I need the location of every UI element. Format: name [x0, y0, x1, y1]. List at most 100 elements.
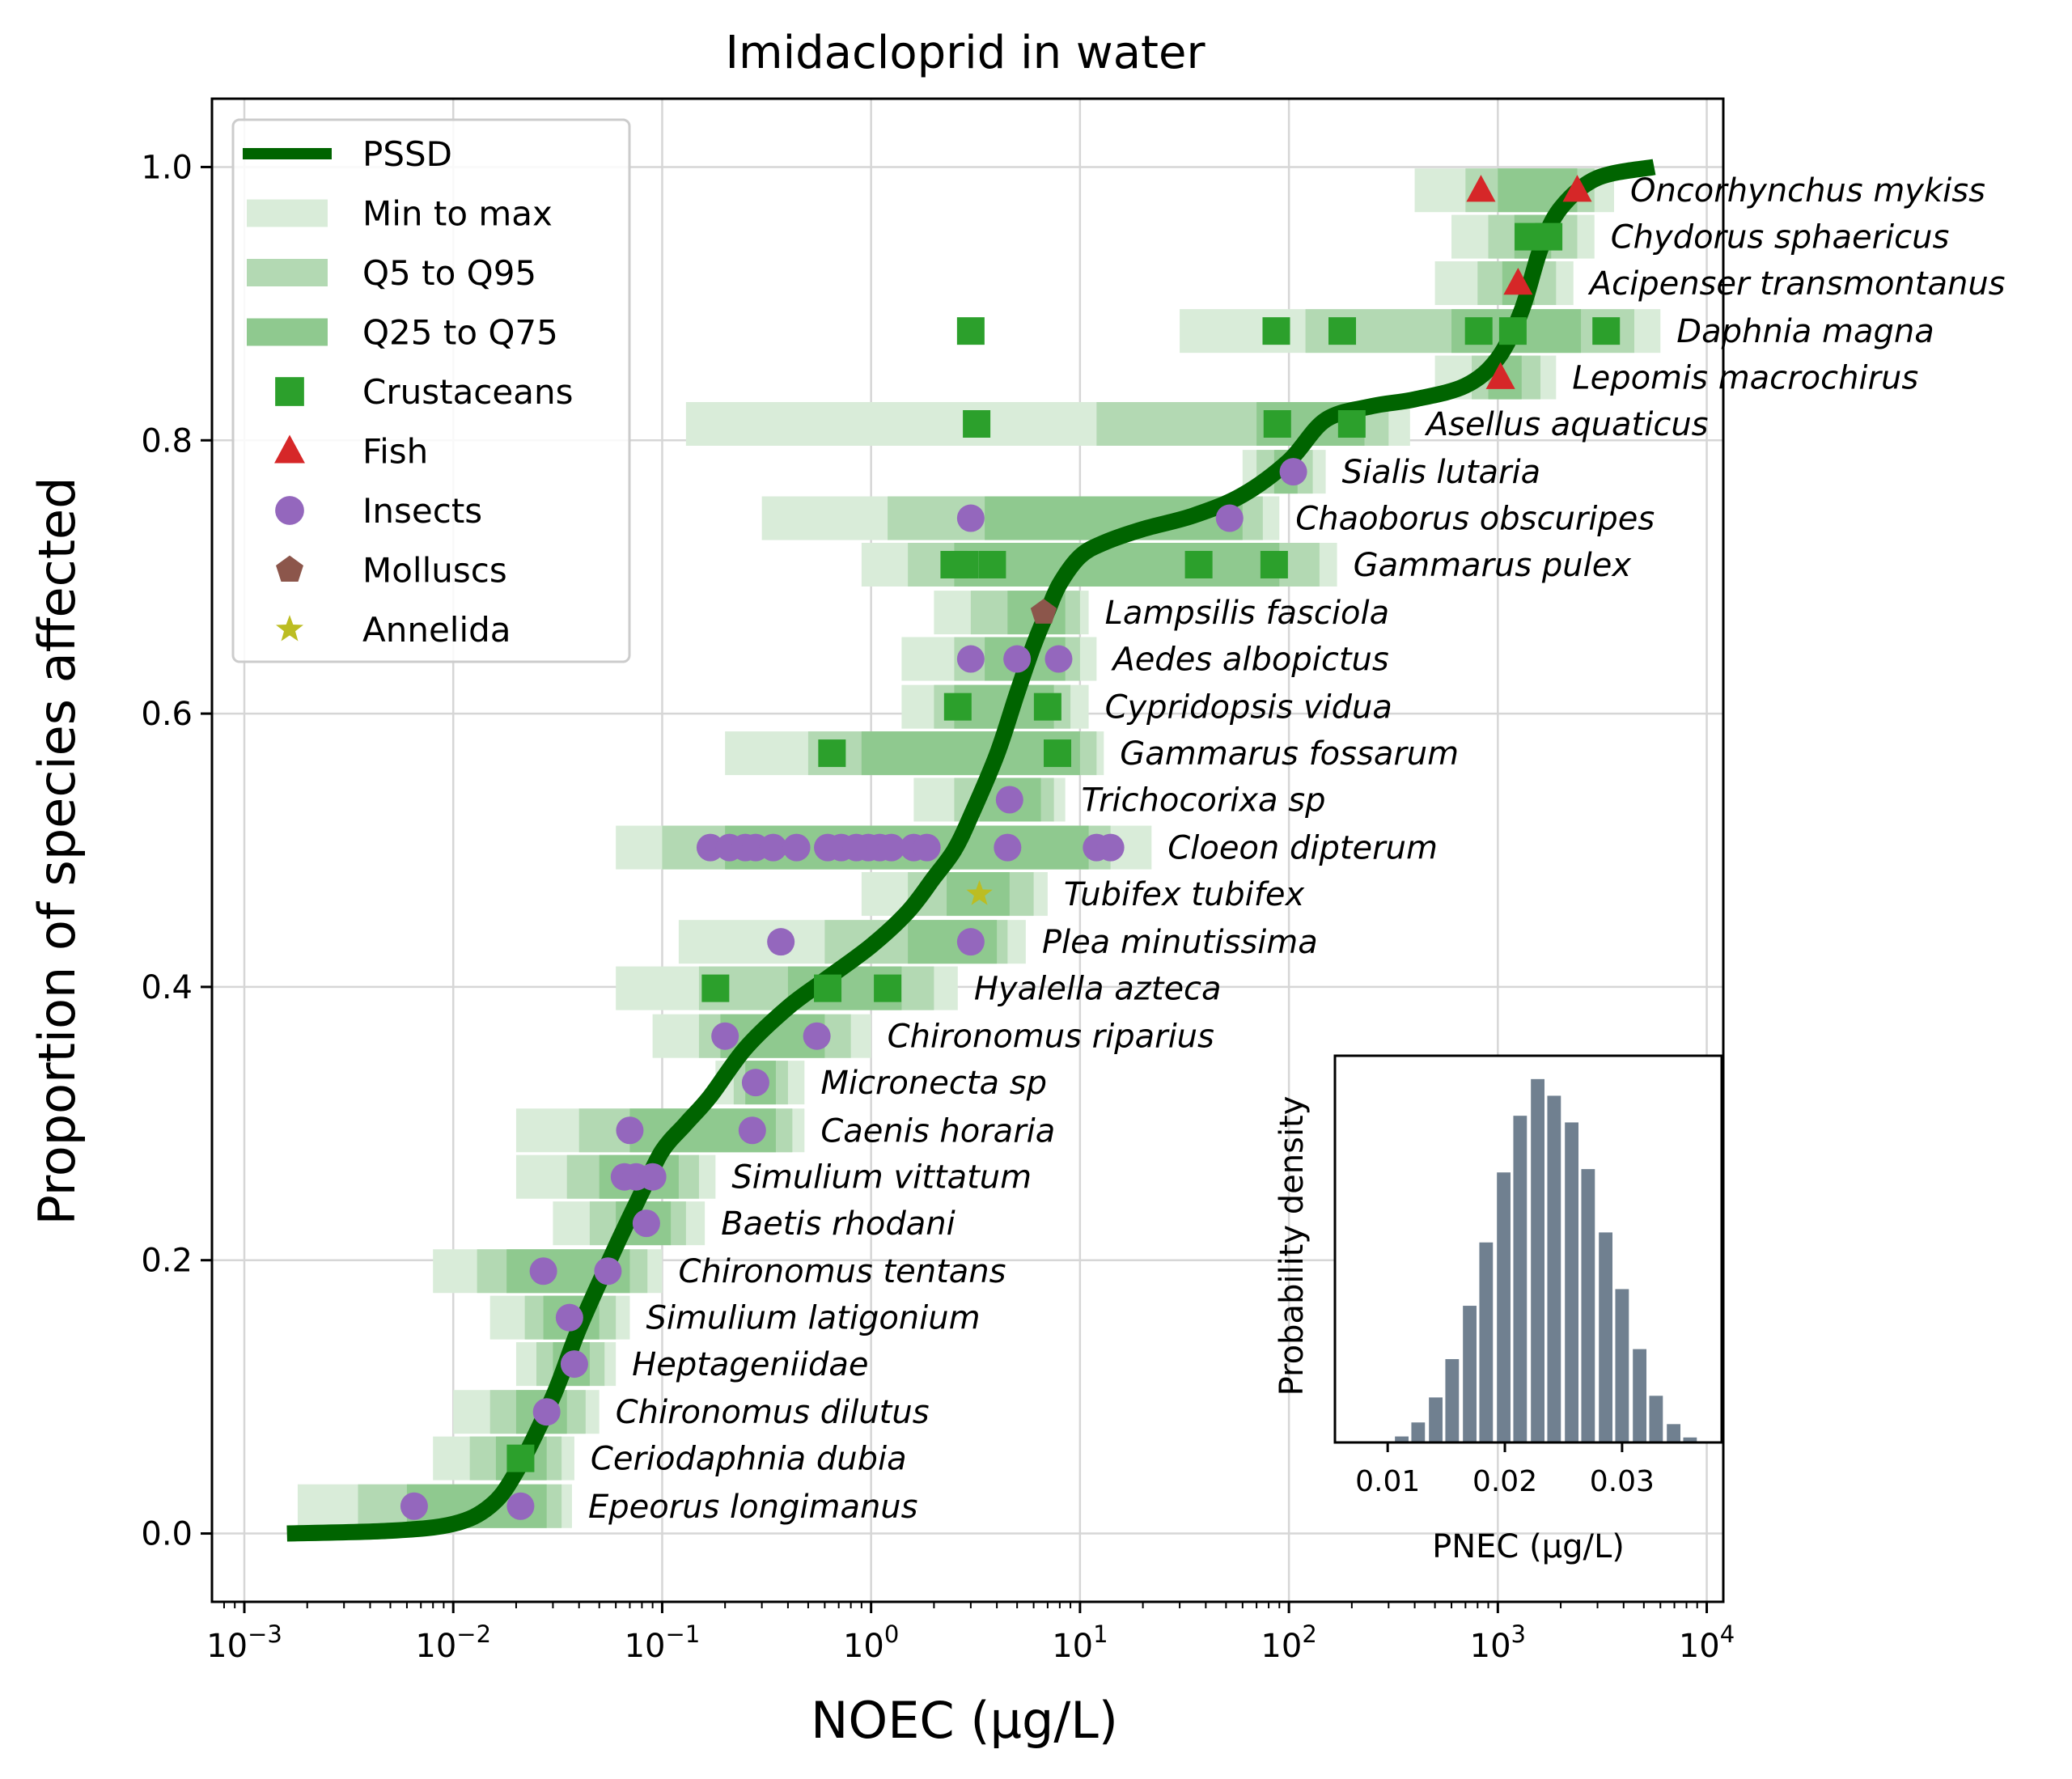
legend-band-swatch [247, 199, 328, 227]
band-q25-q75 [861, 731, 1080, 776]
species-label: Tubifex tubifex [1064, 876, 1305, 913]
inset-background [1335, 1056, 1722, 1442]
insect-marker [956, 645, 985, 673]
insect-marker [767, 928, 795, 956]
species-label: Daphnia magna [1676, 313, 1934, 350]
histogram-bar [1411, 1422, 1426, 1442]
x-tick-label: 10−2 [415, 1620, 491, 1665]
inset-frame [1333, 1054, 1723, 1444]
x-axis-label: NOEC (µg/L) [811, 1691, 1118, 1750]
species-label: Chydorus sphaericus [1611, 219, 1950, 256]
legend-label: Fish [362, 432, 428, 472]
legend-item: Fish [274, 432, 428, 472]
species-label: Trichocorixa sp [1082, 782, 1326, 820]
x-tick-label: 103 [1470, 1620, 1526, 1665]
species-label: Gammarus fossarum [1120, 735, 1459, 773]
species-label: Caenis horaria [820, 1112, 1055, 1150]
histogram-bar [1683, 1437, 1697, 1442]
inset-y-label: Probability density [1273, 1096, 1311, 1396]
legend-label: Annelida [362, 610, 511, 650]
x-tick-label: 104 [1679, 1620, 1735, 1665]
legend: PSSD Min to max Q5 to Q95 Q25 to Q75 Crustac… [231, 118, 631, 663]
fish-marker [1562, 175, 1592, 202]
crustacean-marker [1262, 317, 1290, 345]
insect-marker [995, 786, 1023, 814]
insect-marker [560, 1350, 588, 1379]
species-label: Cypridopsis vidua [1105, 689, 1392, 726]
legend-label: Min to max [362, 194, 553, 234]
inset-histogram-bars [1377, 1078, 1697, 1442]
species-label: Asellus aquaticus [1424, 406, 1709, 443]
crustacean-marker [1535, 222, 1563, 251]
x-axis-ticks: 10−3 10−2 10−1 100 101 102 103 104 [206, 1602, 1735, 1665]
legend-label: Crustaceans [362, 372, 573, 412]
legend-item: Insects [275, 491, 482, 531]
annelid-marker [276, 615, 303, 642]
crustacean-marker [1337, 410, 1366, 438]
histogram-bar [1581, 1169, 1595, 1442]
crustacean-marker [951, 550, 979, 578]
legend-label: PSSD [362, 134, 452, 174]
histogram-bar [1531, 1078, 1544, 1442]
species-label: Simulium vittatum [731, 1159, 1032, 1197]
insect-marker [877, 833, 905, 862]
inset-x-ticks: 0.01 0.02 0.03 [1355, 1442, 1655, 1498]
legend-item: Crustaceans [275, 372, 573, 412]
insect-marker [711, 1022, 739, 1050]
insect-marker [532, 1398, 561, 1426]
legend-item: Q25 to Q75 [247, 313, 558, 353]
legend-label: Molluscs [362, 551, 507, 591]
insect-marker [759, 833, 787, 862]
histogram-bar [1599, 1232, 1613, 1442]
mollusc-marker [276, 555, 303, 582]
crustacean-marker [818, 739, 846, 768]
crustacean-marker [978, 550, 1006, 578]
legend-label: Q25 to Q75 [362, 313, 558, 353]
y-tick-label: 0.0 [141, 1516, 193, 1553]
legend-band-swatch [247, 259, 328, 286]
species-label: Baetis rhodani [721, 1205, 955, 1243]
insect-marker [275, 496, 304, 525]
x-tick-label: 102 [1261, 1620, 1316, 1665]
insect-marker [782, 833, 811, 862]
histogram-bar [1445, 1358, 1460, 1442]
species-label: Heptageniidae [632, 1346, 868, 1383]
y-tick-label: 0.8 [141, 422, 193, 460]
crustacean-marker [1328, 317, 1357, 345]
species-label: Cloeon dipterum [1167, 830, 1438, 867]
mollusc-marker [1030, 599, 1057, 624]
legend-band-swatch [247, 318, 328, 346]
crustacean-marker [506, 1444, 535, 1472]
species-label: Plea minutissima [1042, 924, 1318, 961]
histogram-bar [1395, 1436, 1409, 1442]
insect-marker [506, 1492, 535, 1520]
species-label: Lepomis macrochirus [1572, 360, 1918, 397]
insect-marker [994, 833, 1022, 862]
pnec-inset: 0.01 0.02 0.03 PNEC (µg/L) Probability den… [1273, 1054, 1723, 1565]
insect-marker [803, 1022, 831, 1050]
crustacean-marker [956, 317, 985, 345]
species-label: Gammarus pulex [1354, 547, 1632, 584]
insect-marker [1096, 833, 1125, 862]
histogram-bar [1633, 1349, 1647, 1442]
insect-marker [1044, 645, 1073, 673]
fish-marker [1485, 362, 1515, 389]
species-markers [400, 175, 1621, 1520]
histogram-bar [1497, 1172, 1511, 1442]
crustacean-marker [275, 377, 304, 406]
insect-marker [1003, 645, 1032, 673]
insect-marker [400, 1492, 428, 1520]
chart-title: Imidacloprid in water [726, 27, 1206, 79]
annelid-marker [966, 880, 993, 905]
insect-marker [1215, 504, 1244, 532]
y-tick-label: 1.0 [141, 149, 193, 186]
crustacean-marker [701, 974, 730, 1002]
species-label: Micronecta sp [820, 1065, 1047, 1102]
species-label: Acipenser transmontanus [1587, 265, 2006, 303]
crustacean-marker [1260, 550, 1288, 578]
histogram-bar [1479, 1242, 1494, 1442]
insect-marker [616, 1116, 644, 1145]
y-axis-label: Proportion of species affected [28, 477, 87, 1225]
x-tick-label: 100 [843, 1620, 899, 1665]
